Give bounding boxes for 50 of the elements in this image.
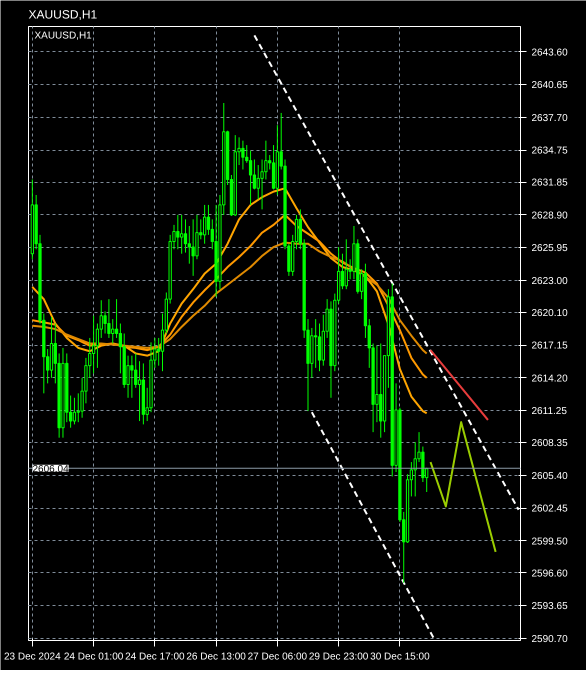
line-series [31, 187, 428, 414]
y-tick-label: 2590.70 [532, 634, 568, 645]
y-tick-label: 2620.10 [532, 308, 568, 319]
chart-title: XAUUSD,H1 [28, 8, 98, 22]
ref-line-label: 2606.04 [32, 464, 70, 475]
y-tick-label: 2608.35 [532, 438, 568, 450]
candlestick [103, 310, 107, 334]
candlestick [195, 214, 199, 260]
candlestick [248, 150, 252, 206]
y-tick-label: 2596.60 [532, 568, 568, 580]
y-tick-label: 2623.00 [532, 276, 568, 287]
y-tick-label: 2593.65 [532, 601, 568, 612]
y-tick-label: 2637.70 [532, 112, 568, 124]
candlestick [314, 318, 318, 368]
candlestick [92, 315, 96, 374]
x-tick-label: 24 Dec 17:00 [125, 652, 186, 662]
candlestick [111, 318, 114, 344]
candlestick [72, 397, 76, 425]
y-tick-label: 2631.85 [532, 178, 568, 189]
x-tick-label: 23 Dec 2024 [4, 652, 62, 662]
candlestick [260, 158, 264, 210]
line-series [430, 421, 497, 553]
y-tick-label: 2605.40 [532, 470, 568, 482]
candlestick [130, 355, 134, 398]
x-tick-label: 26 Dec 13:00 [186, 652, 246, 662]
y-tick-label: 2614.20 [532, 373, 568, 384]
y-tick-label: 2617.15 [532, 340, 568, 352]
candlestick [241, 140, 245, 170]
candlestick [180, 214, 184, 254]
candlestick [375, 345, 379, 423]
x-tick-label: 29 Dec 23:00 [308, 652, 369, 662]
y-tick-label: 2599.50 [532, 536, 568, 548]
candlestick [318, 323, 322, 372]
y-tick-label: 2602.45 [532, 504, 568, 515]
x-tick-label: 27 Dec 06:00 [248, 652, 308, 662]
y-tick-label: 2634.75 [532, 146, 568, 157]
y-tick-label: 2643.60 [532, 47, 568, 58]
line-series [31, 242, 428, 354]
y-tick-label: 2625.95 [532, 243, 568, 254]
x-tick-label: 24 Dec 01:00 [64, 652, 124, 662]
y-tick-label: 2611.25 [532, 406, 568, 418]
candlestick [138, 360, 142, 422]
candlestick [191, 218, 195, 276]
candlestick [344, 238, 348, 290]
candlestick [202, 204, 206, 244]
x-tick-label: 30 Dec 15:00 [370, 652, 430, 662]
y-tick-label: 2628.90 [532, 210, 568, 222]
candlestick [176, 214, 180, 250]
chart-subtitle: XAUUSD,H1 [34, 30, 92, 42]
y-tick-label: 2640.65 [532, 80, 568, 92]
